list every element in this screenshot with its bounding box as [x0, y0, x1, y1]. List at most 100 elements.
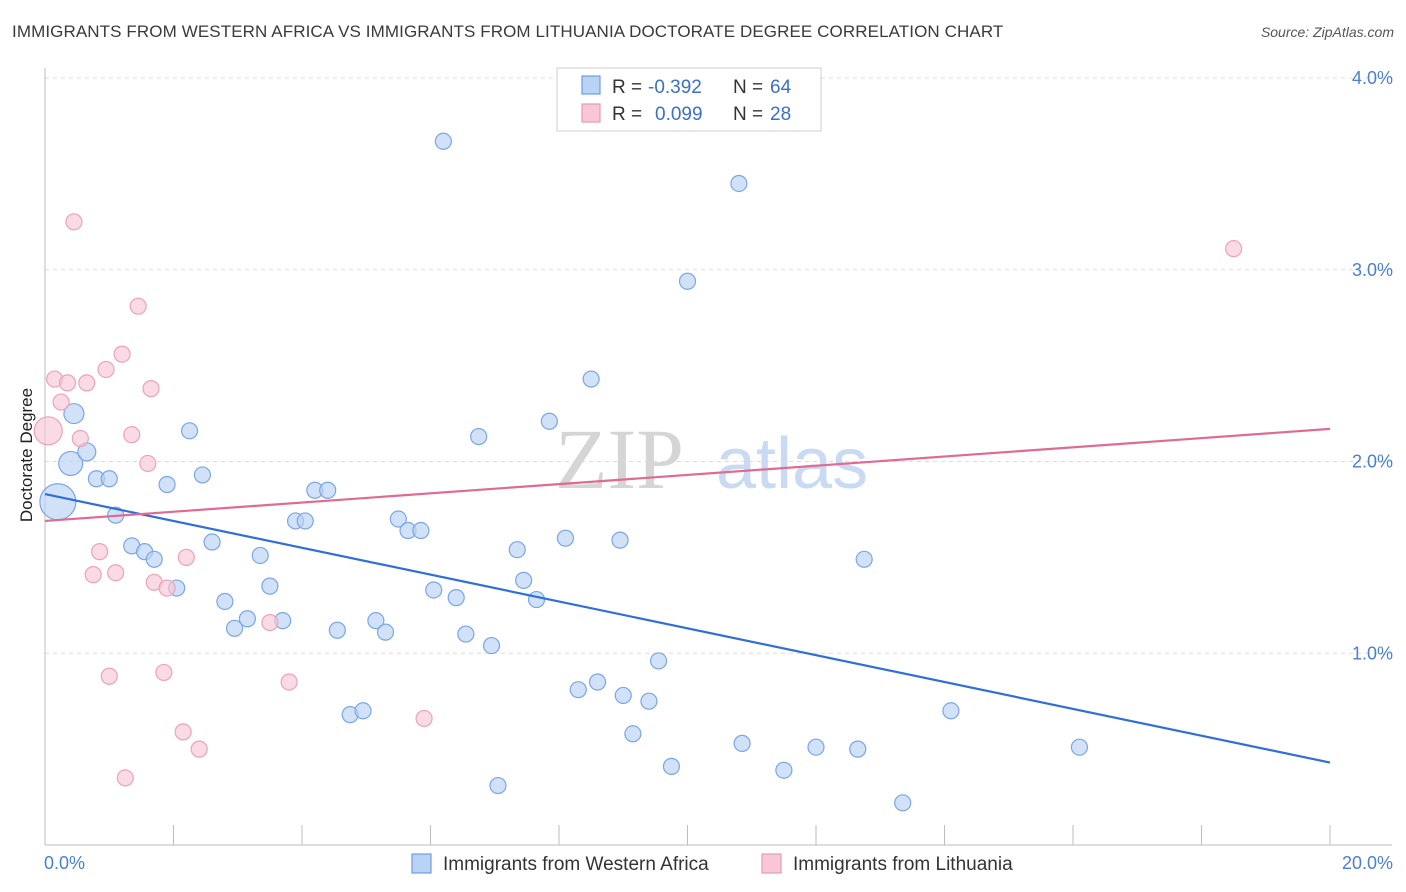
point-blue-38	[482, 636, 501, 655]
point-pink-8	[91, 543, 109, 561]
point-blue-22	[296, 512, 314, 530]
point-blue-42	[527, 590, 546, 609]
point-blue-47	[588, 673, 607, 691]
point-blue-63	[1070, 738, 1089, 756]
point-pink-25	[280, 673, 298, 691]
point-blue-40	[508, 541, 526, 559]
legend-n-value-1: 64	[770, 77, 792, 98]
point-blue-34	[434, 132, 452, 150]
point-pink-6	[78, 374, 96, 392]
legend-n-value-2: 28	[770, 104, 791, 125]
point-pink-7	[84, 566, 102, 584]
point-blue-10	[158, 475, 176, 494]
point-blue-18	[251, 546, 269, 565]
x-tick-label-1: 20.0%	[1342, 853, 1393, 873]
point-blue-54	[678, 272, 697, 290]
legend-r-value-2: 0.099	[655, 104, 703, 125]
point-blue-9	[145, 550, 163, 568]
point-blue-37	[470, 427, 488, 446]
point-pink-9	[97, 360, 115, 379]
point-pink-17	[142, 380, 160, 398]
legend-swatch-blue	[581, 75, 601, 95]
point-blue-27	[354, 702, 372, 720]
point-blue-49	[614, 686, 632, 705]
point-blue-14	[203, 533, 221, 551]
bottom-legend-label-blue: Immigrants from Western Africa	[443, 854, 709, 875]
point-pink-2	[52, 393, 70, 411]
point-blue-50	[624, 725, 642, 743]
point-blue-58	[807, 738, 825, 756]
point-blue-32	[412, 521, 430, 540]
point-blue-19	[261, 577, 279, 595]
point-blue-39	[489, 776, 507, 795]
point-pink-14	[123, 426, 141, 444]
legend-r-label-2: R =	[612, 104, 642, 125]
point-pink-26	[415, 709, 433, 728]
trend-lines	[44, 427, 1331, 764]
point-blue-60	[855, 550, 873, 568]
point-blue-48	[611, 531, 629, 549]
y-tick-label-2: 3.0%	[1352, 260, 1393, 280]
legend-r-value-1: -0.392	[648, 77, 702, 98]
point-blue-33	[425, 581, 443, 599]
point-pink-0	[33, 416, 63, 446]
x-tick-label-0: 0.0%	[44, 853, 85, 873]
point-blue-43	[540, 412, 558, 430]
point-pink-13	[116, 769, 134, 787]
chart-title: IMMIGRANTS FROM WESTERN AFRICA VS IMMIGR…	[12, 22, 1004, 41]
tick-labels: 1.0% 2.0% 3.0% 4.0% 0.0% 20.0%	[44, 68, 1393, 873]
y-tick-label-3: 4.0%	[1352, 68, 1393, 88]
point-blue-62	[942, 702, 960, 720]
legend-n-label-2: N =	[733, 104, 763, 125]
point-pink-23	[190, 740, 208, 758]
point-pink-11	[107, 564, 125, 582]
point-blue-46	[582, 370, 600, 388]
y-tick-label-1: 2.0%	[1352, 452, 1393, 472]
point-pink-20	[158, 579, 176, 597]
y-tick-label-0: 1.0%	[1352, 643, 1393, 663]
point-blue-59	[849, 740, 867, 758]
watermark-zip: ZIP	[555, 411, 684, 507]
trend-line-blue	[44, 493, 1331, 764]
point-blue-30	[389, 510, 407, 528]
point-blue-13	[193, 466, 212, 484]
point-blue-28	[367, 612, 385, 630]
gridlines	[45, 77, 1392, 654]
point-blue-2	[63, 402, 85, 425]
point-blue-57	[775, 761, 793, 779]
point-pink-10	[100, 667, 118, 685]
point-pink-15	[129, 297, 147, 315]
point-pink-16	[139, 454, 157, 473]
point-blue-12	[180, 422, 199, 440]
bottom-legend: Immigrants from Western Africa Immigrant…	[411, 853, 1013, 875]
point-blue-61	[894, 794, 912, 812]
point-pink-4	[65, 213, 83, 231]
point-blue-52	[649, 652, 668, 670]
point-blue-25	[328, 621, 346, 639]
point-pink-3	[58, 374, 77, 392]
point-blue-16	[225, 619, 244, 637]
legend-n-label-1: N =	[733, 77, 763, 98]
point-blue-35	[447, 589, 465, 607]
legend-swatch-pink	[581, 103, 601, 123]
point-pink-5	[71, 429, 89, 448]
point-pink-27	[1225, 240, 1243, 258]
point-blue-15	[216, 592, 234, 611]
point-blue-44	[556, 529, 575, 547]
data-points	[33, 132, 1243, 812]
point-blue-51	[640, 692, 658, 710]
point-blue-24	[319, 481, 337, 499]
legend-r-label-1: R =	[612, 77, 642, 98]
trend-line-pink	[44, 427, 1331, 523]
point-blue-1	[58, 450, 84, 477]
bottom-legend-label-pink: Immigrants from Lithuania	[793, 854, 1013, 875]
y-axis-title: Doctorate Degree	[17, 388, 36, 522]
point-blue-56	[733, 734, 751, 752]
point-pink-19	[155, 663, 173, 682]
source-label: Source: ZipAtlas.com	[1260, 24, 1394, 40]
point-blue-29	[376, 623, 395, 641]
point-pink-24	[261, 613, 279, 632]
point-blue-45	[569, 681, 587, 699]
bottom-legend-swatch-pink	[761, 853, 782, 874]
